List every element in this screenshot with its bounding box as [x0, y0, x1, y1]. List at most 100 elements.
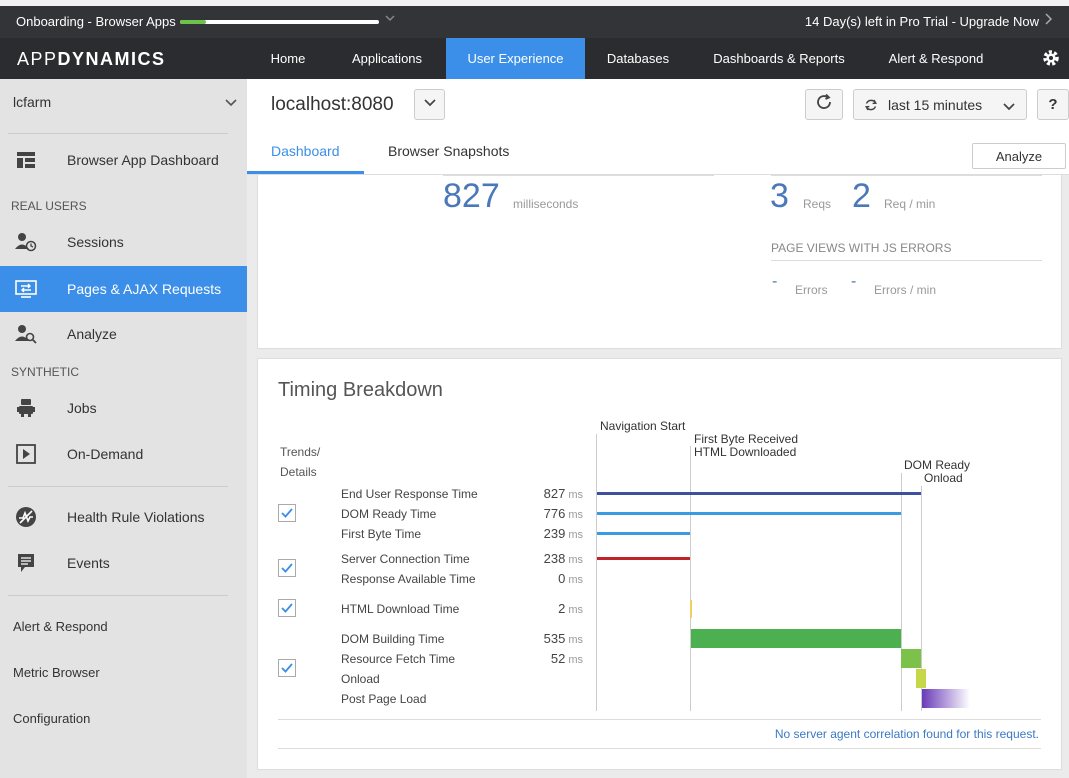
upgrade-link[interactable]: 14 Day(s) left in Pro Trial - Upgrade No… — [804, 14, 1039, 29]
value-unit: ms — [568, 574, 583, 586]
sidebar-item-analyze[interactable]: Analyze — [0, 311, 247, 357]
value-unit: ms — [568, 529, 583, 541]
analyze-icon — [14, 322, 38, 346]
checkbox-server-connection[interactable] — [278, 559, 296, 577]
bar-onload — [916, 669, 926, 688]
value-number: 535 — [543, 631, 566, 646]
trial-progress-bar — [180, 20, 379, 24]
divider — [278, 748, 1041, 749]
checkbox-html-download[interactable] — [278, 599, 296, 617]
requests-unit: Reqs — [803, 197, 832, 211]
response-time-value: 827 — [443, 177, 500, 215]
tab-dashboard[interactable]: Dashboard — [271, 143, 340, 159]
response-time-unit: milliseconds — [513, 197, 579, 211]
checkbox-dom-building[interactable] — [278, 659, 296, 677]
logo[interactable]: APPDYNAMICS — [17, 49, 166, 70]
trends-details-label: Trends/ Details — [280, 442, 320, 482]
marker-dom-ready — [901, 473, 902, 711]
trial-progress-fill — [180, 20, 206, 24]
section-real-users: REAL USERS — [11, 199, 87, 213]
analyze-button[interactable]: Analyze — [972, 143, 1066, 169]
sidebar-item-jobs[interactable]: Jobs — [0, 385, 247, 431]
chevron-down-icon[interactable] — [224, 95, 238, 109]
sidebar-item-label: Health Rule Violations — [67, 509, 205, 525]
refresh-icon — [815, 93, 833, 116]
page-title: localhost:8080 — [271, 94, 394, 115]
marker-onload — [921, 486, 922, 711]
nav-applications[interactable]: Applications — [351, 51, 423, 66]
timing-row-value: 2 ms — [523, 601, 583, 616]
sidebar-item-on-demand[interactable]: On-Demand — [0, 431, 247, 477]
sidebar-link-configuration[interactable]: Configuration — [13, 711, 91, 726]
divider — [278, 719, 1041, 720]
correlation-note[interactable]: No server agent correlation found for th… — [774, 727, 1039, 741]
content-header: localhost:8080 last 15 minutes ? Dashboa… — [247, 79, 1069, 175]
sidebar-item-label: Sessions — [67, 234, 124, 250]
requests-value: 3 — [770, 177, 789, 215]
active-tab-indicator — [247, 171, 364, 174]
sidebar-item-pages-ajax[interactable]: Pages & AJAX Requests — [0, 266, 247, 312]
nav-user-experience[interactable]: User Experience — [446, 38, 585, 79]
errors-value: - — [772, 273, 778, 290]
main-nav: APPDYNAMICS Home Applications User Exper… — [0, 38, 1069, 79]
sessions-icon — [14, 230, 38, 254]
sidebar-item-sessions[interactable]: Sessions — [0, 219, 247, 265]
divider — [8, 486, 228, 487]
host-dropdown-button[interactable] — [414, 89, 445, 120]
sidebar-item-health-rule-violations[interactable]: Health Rule Violations — [0, 494, 247, 540]
sync-icon — [864, 98, 878, 112]
nav-home[interactable]: Home — [270, 51, 306, 66]
timing-row-label: DOM Building Time — [341, 632, 445, 646]
check-icon — [281, 663, 293, 673]
value-number: 827 — [543, 486, 566, 501]
marker-first-byte — [690, 446, 691, 711]
timing-row-value: 52 ms — [523, 651, 583, 666]
divider — [771, 260, 1042, 261]
time-range-selector[interactable]: last 15 minutes — [853, 89, 1027, 120]
app-selector[interactable]: lcfarm — [13, 94, 52, 110]
gear-icon[interactable] — [1041, 48, 1061, 68]
trial-bar: Onboarding - Browser Apps 14 Day(s) left… — [0, 0, 1069, 38]
help-button[interactable]: ? — [1037, 89, 1069, 120]
event-onload: Onload — [924, 471, 963, 485]
timing-row-label: DOM Ready Time — [341, 507, 437, 521]
app-name[interactable]: Onboarding - Browser Apps — [16, 14, 176, 29]
value-number: 2 — [558, 601, 566, 616]
bar-dom-ready — [597, 512, 901, 515]
sidebar-item-events[interactable]: Events — [0, 540, 247, 586]
bar-resource-fetch — [901, 649, 921, 668]
chevron-right-icon[interactable] — [1043, 12, 1053, 29]
timing-row-value: 776 ms — [523, 506, 583, 521]
errors-rate-value: - — [851, 273, 857, 290]
sidebar-link-alert-respond[interactable]: Alert & Respond — [13, 619, 108, 634]
time-range-label: last 15 minutes — [888, 96, 983, 113]
sidebar-item-label: On-Demand — [67, 446, 144, 462]
logo-bold: DYNAMICS — [57, 49, 166, 69]
timing-row-value: 827 ms — [523, 486, 583, 501]
sidebar-item-label: Browser App Dashboard — [67, 152, 219, 168]
tab-browser-snapshots[interactable]: Browser Snapshots — [388, 143, 510, 159]
divider — [8, 595, 228, 596]
nav-dashboards-reports[interactable]: Dashboards & Reports — [713, 51, 845, 66]
check-icon — [281, 563, 293, 573]
timing-row-value: 535 ms — [523, 631, 583, 646]
value-unit: ms — [568, 634, 583, 646]
value-unit: ms — [568, 509, 583, 521]
divider — [8, 133, 228, 134]
chevron-down-icon[interactable] — [384, 12, 396, 27]
checkbox-response-time[interactable] — [278, 504, 296, 522]
bar-dom-building — [691, 629, 901, 648]
sidebar-item-label: Events — [67, 555, 110, 571]
nav-databases[interactable]: Databases — [606, 51, 670, 66]
divider — [443, 175, 714, 176]
play-icon — [14, 442, 38, 466]
value-unit: ms — [568, 604, 583, 616]
value-number: 0 — [558, 571, 566, 586]
timing-row-label: Resource Fetch Time — [341, 652, 456, 666]
sidebar-item-browser-app-dashboard[interactable]: Browser App Dashboard — [0, 137, 247, 183]
sidebar-link-metric-browser[interactable]: Metric Browser — [13, 665, 100, 680]
request-rate-unit: Req / min — [884, 197, 936, 211]
sidebar-item-label: Jobs — [67, 400, 97, 416]
nav-alert-respond[interactable]: Alert & Respond — [888, 51, 984, 66]
refresh-button[interactable] — [805, 89, 843, 120]
